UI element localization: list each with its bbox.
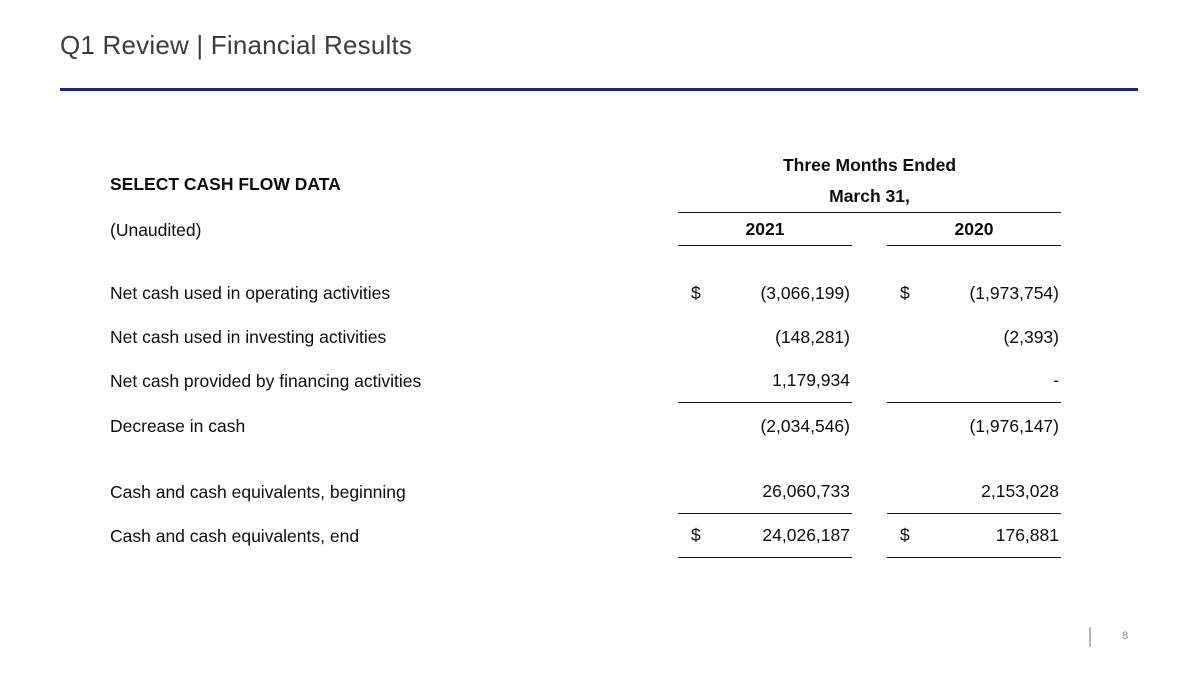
column-gap (852, 359, 887, 403)
value-cell-2021: (2,034,546) (678, 404, 852, 448)
dollar-sign: $ (900, 282, 910, 303)
cell-value: - (1053, 370, 1059, 390)
value-cell-2021: (148,281) (678, 315, 852, 359)
column-header-2021: 2021 (678, 214, 852, 246)
value-cell-2021: $ (3,066,199) (678, 271, 852, 315)
cell-value: (2,034,546) (760, 415, 850, 436)
column-gap (852, 404, 887, 448)
table-row: Cash and cash equivalents, beginning 26,… (110, 470, 1061, 514)
value-cell-2021: 1,179,934 (678, 359, 852, 403)
value-cell-2020: 2,153,028 (887, 470, 1061, 514)
value-cell-2020: $ 176,881 (887, 514, 1061, 558)
row-label: Cash and cash equivalents, beginning (110, 482, 406, 502)
cell-value: 176,881 (995, 525, 1059, 545)
column-gap (852, 470, 887, 514)
value-cell-2020: $ (1,973,754) (887, 271, 1061, 315)
column-gap (852, 271, 887, 315)
cell-value: (148,281) (775, 326, 850, 347)
value-cell-2020: - (887, 359, 1061, 403)
cash-flow-table: SELECT CASH FLOW DATA (Unaudited) Three … (110, 146, 1061, 571)
slide-title: Q1 Review | Financial Results (60, 30, 413, 60)
cell-value: 1,179,934 (772, 370, 850, 390)
title-accent-rule (60, 88, 1138, 91)
column-header-2020: 2020 (887, 214, 1061, 246)
cell-value: (2,393) (1003, 326, 1059, 347)
cell-value: 26,060,733 (762, 481, 850, 501)
cell-value: (3,066,199) (760, 282, 850, 303)
dollar-sign: $ (691, 282, 701, 303)
column-gap (852, 514, 887, 558)
value-cell-2020: (1,976,147) (887, 404, 1061, 448)
cell-value: 24,026,187 (762, 525, 850, 545)
table-heading: SELECT CASH FLOW DATA (110, 174, 341, 194)
row-label: Net cash provided by financing activitie… (110, 371, 422, 391)
dollar-sign: $ (691, 525, 701, 545)
row-label: Cash and cash equivalents, end (110, 526, 360, 546)
period-header: Three Months Ended March 31, (678, 150, 1061, 213)
period-header-line1: Three Months Ended (782, 155, 957, 175)
column-gap (852, 315, 887, 359)
footer-divider (1089, 627, 1091, 647)
row-label: Decrease in cash (110, 416, 246, 436)
cell-value: (1,976,147) (969, 415, 1059, 436)
table-subheading: (Unaudited) (110, 220, 202, 240)
row-label: Net cash used in operating activities (110, 283, 391, 303)
page-number: 8 (1121, 630, 1129, 642)
value-cell-2020: (2,393) (887, 315, 1061, 359)
row-label: Net cash used in investing activities (110, 327, 387, 347)
value-cell-2021: 26,060,733 (678, 470, 852, 514)
dollar-sign: $ (900, 525, 910, 545)
table-row: Net cash used in investing activities (1… (110, 315, 1061, 359)
table-row: Net cash used in operating activities $ … (110, 271, 1061, 315)
table-row: Decrease in cash (2,034,546) (1,976,147) (110, 404, 1061, 448)
table-row: Net cash provided by financing activitie… (110, 359, 1061, 403)
table-row: Cash and cash equivalents, end $ 24,026,… (110, 514, 1061, 558)
value-cell-2021: $ 24,026,187 (678, 514, 852, 558)
cell-value: 2,153,028 (981, 481, 1059, 501)
period-header-line2: March 31, (829, 186, 910, 206)
cell-value: (1,973,754) (969, 282, 1059, 303)
